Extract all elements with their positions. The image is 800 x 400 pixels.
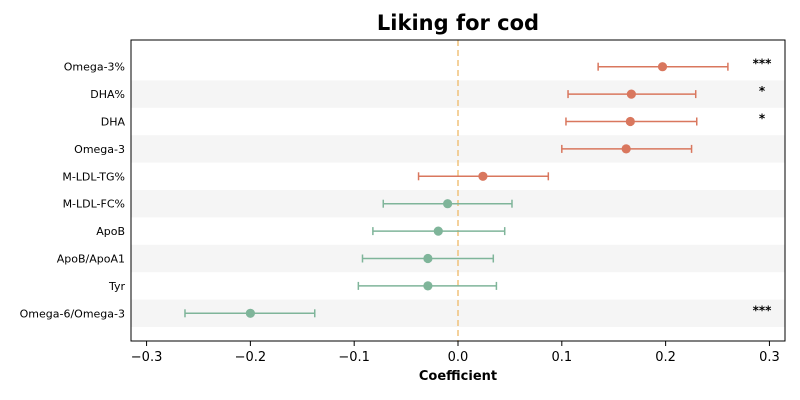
row-label: DHA xyxy=(101,116,126,129)
estimate-point xyxy=(423,253,433,264)
row-label: Omega-6/Omega-3 xyxy=(20,307,125,320)
row-label: Tyr xyxy=(108,280,126,293)
estimate-marks xyxy=(184,62,729,318)
row-label: M-LDL-FC% xyxy=(63,198,125,211)
x-tick-label: −0.3 xyxy=(131,350,163,365)
row-label: M-LDL-TG% xyxy=(62,170,125,183)
x-tick-label: −0.2 xyxy=(235,350,267,365)
x-axis: −0.3 −0.2 −0.1 0.0 0.1 0.2 0.3 xyxy=(131,341,780,365)
x-tick-label: 0.1 xyxy=(551,350,572,365)
significance-label: *** xyxy=(753,57,773,71)
estimate-point xyxy=(245,308,255,318)
x-axis-label: Coefficient xyxy=(419,369,497,384)
x-tick-label: 0.2 xyxy=(655,350,676,365)
estimate-point xyxy=(423,281,433,291)
significance-label: * xyxy=(759,112,766,126)
x-tick-label: 0.0 xyxy=(448,350,469,365)
row-label: Omega-3% xyxy=(64,61,125,74)
estimate-point xyxy=(443,199,453,209)
row-label: ApoB xyxy=(96,225,125,238)
significance-label: *** xyxy=(753,303,773,317)
chart-title: Liking for cod xyxy=(377,11,539,35)
estimate-point xyxy=(621,144,631,154)
estimate-point xyxy=(625,116,635,127)
x-tick-label: −0.1 xyxy=(338,350,370,365)
estimate-point xyxy=(657,62,668,72)
estimate-point xyxy=(433,226,443,236)
x-tick-label: 0.3 xyxy=(759,350,780,365)
row-labels: Omega-3% DHA% DHA Omega-3 M-LDL-TG% M-LDL-FC%… xyxy=(20,61,126,321)
significance-label: * xyxy=(759,84,766,98)
row-label: Omega-3 xyxy=(74,143,125,156)
row-label: DHA% xyxy=(90,88,125,101)
row-label: ApoB/ApoA1 xyxy=(57,253,125,266)
estimate-point xyxy=(478,171,488,181)
significance-labels: ******** xyxy=(753,57,773,318)
estimate-point xyxy=(626,89,636,99)
